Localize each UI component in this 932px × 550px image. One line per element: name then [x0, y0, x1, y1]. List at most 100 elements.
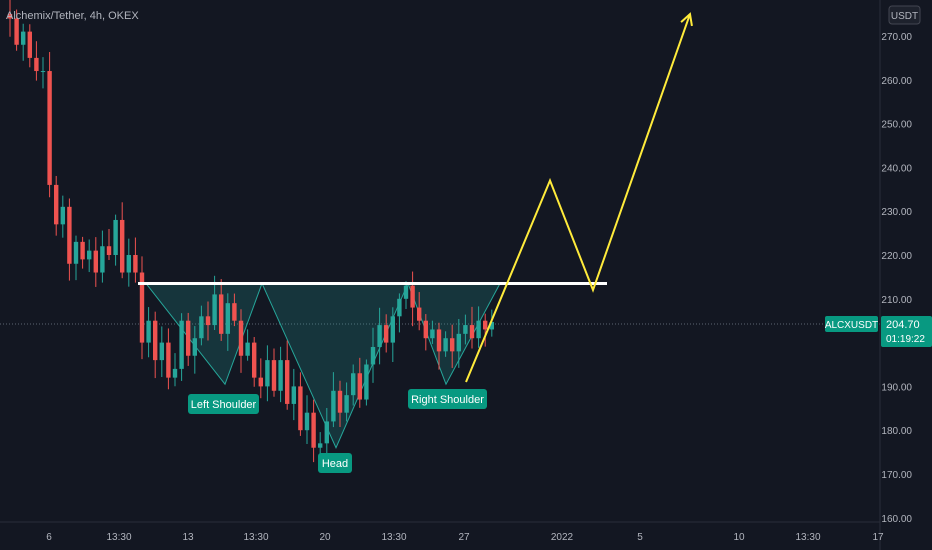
candle — [390, 307, 395, 363]
candle-body — [483, 320, 488, 330]
candle — [126, 238, 131, 287]
candle — [311, 399, 316, 463]
candle — [410, 271, 415, 327]
candle — [476, 306, 481, 348]
currency-label: USDT — [891, 11, 918, 22]
candle-body — [430, 329, 435, 339]
candle-body — [252, 342, 257, 378]
candle-body — [298, 386, 303, 431]
candle — [80, 236, 85, 269]
candle-body — [331, 390, 336, 422]
current-price-tag: 204.70 01:19:22 — [881, 316, 932, 347]
candle — [344, 382, 349, 422]
candle — [205, 301, 211, 341]
candle — [186, 312, 191, 366]
candle — [258, 358, 263, 399]
candle-body — [489, 322, 494, 330]
price-tick-label: 170.00 — [881, 470, 912, 481]
time-tick-label: 17 — [872, 532, 884, 543]
candle-body — [258, 377, 263, 387]
candle-body — [179, 320, 184, 369]
projection-arrowhead — [680, 12, 693, 27]
candle — [159, 326, 164, 378]
candle — [146, 307, 151, 358]
candle — [7, 0, 13, 37]
projection-path — [465, 13, 691, 383]
candle — [430, 320, 435, 344]
candle — [265, 345, 270, 402]
price-tick-label: 210.00 — [881, 295, 912, 306]
candle-body — [54, 184, 59, 225]
time-tick-label: 20 — [319, 532, 331, 543]
candle — [93, 237, 98, 287]
candle — [27, 24, 32, 68]
candle-body — [126, 255, 131, 273]
candle-body — [436, 329, 442, 352]
candle-body — [192, 338, 197, 356]
candle-body — [370, 346, 376, 365]
time-tick-label: 10 — [733, 532, 745, 543]
candle — [324, 407, 329, 457]
candle — [370, 327, 376, 383]
candle-body — [113, 219, 118, 255]
candle-body — [271, 360, 277, 391]
candle-body — [7, 14, 13, 19]
candle — [153, 311, 158, 379]
candle-body — [443, 338, 448, 352]
candle-body — [337, 390, 343, 413]
candle — [397, 293, 402, 333]
candle-body — [291, 386, 296, 404]
candle — [179, 313, 184, 381]
overlay-layer — [138, 12, 693, 383]
candle-body — [285, 360, 290, 404]
candle — [87, 239, 92, 273]
candle-body — [469, 325, 475, 339]
candle — [331, 372, 336, 428]
candle-body — [390, 316, 395, 343]
candle — [21, 23, 26, 61]
candle — [192, 326, 197, 374]
time-tick-label: 13:30 — [243, 532, 268, 543]
candle-body — [14, 18, 19, 45]
candle-body — [159, 342, 164, 361]
candle-body — [384, 325, 389, 343]
time-tick-label: 27 — [458, 532, 470, 543]
left-shoulder-annotation[interactable]: Left Shoulder — [188, 394, 259, 414]
candle — [483, 313, 488, 347]
candle — [456, 318, 461, 368]
time-axis[interactable]: 6 13:30 13 13:30 20 13:30 27 2022 5 10 13:30 17 — [46, 532, 884, 543]
time-tick-label: 13:30 — [106, 532, 131, 543]
candle — [40, 57, 46, 89]
time-tick-label: 13:30 — [381, 532, 406, 543]
currency-badge[interactable] — [888, 5, 921, 25]
candles-layer — [7, 0, 494, 463]
price-tick-label: 230.00 — [881, 207, 912, 218]
candle — [139, 256, 145, 360]
candle-body — [166, 342, 171, 378]
price-tick-label: 160.00 — [881, 514, 912, 525]
price-tick-label: 190.00 — [881, 382, 912, 393]
candle — [34, 41, 39, 81]
candle-body — [172, 368, 178, 378]
head-annotation[interactable]: Head — [318, 453, 352, 473]
current-price-value: 204.70 — [886, 319, 920, 331]
price-tick-label: 260.00 — [881, 76, 912, 87]
time-tick-label: 13:30 — [795, 532, 820, 543]
candle — [54, 175, 59, 236]
candle-body — [463, 325, 468, 334]
candle — [67, 198, 72, 281]
candle-body — [417, 307, 422, 321]
right-shoulder-annotation[interactable]: Right Shoulder — [408, 389, 487, 409]
candle-body — [40, 71, 46, 73]
candle — [100, 230, 105, 283]
candle-body — [139, 272, 145, 343]
candle-body — [245, 342, 250, 356]
candle-body — [351, 373, 356, 396]
candle-body — [27, 31, 32, 58]
candle — [73, 235, 79, 281]
price-tick-label: 220.00 — [881, 251, 912, 262]
candle-body — [476, 320, 481, 339]
candle — [304, 395, 310, 444]
